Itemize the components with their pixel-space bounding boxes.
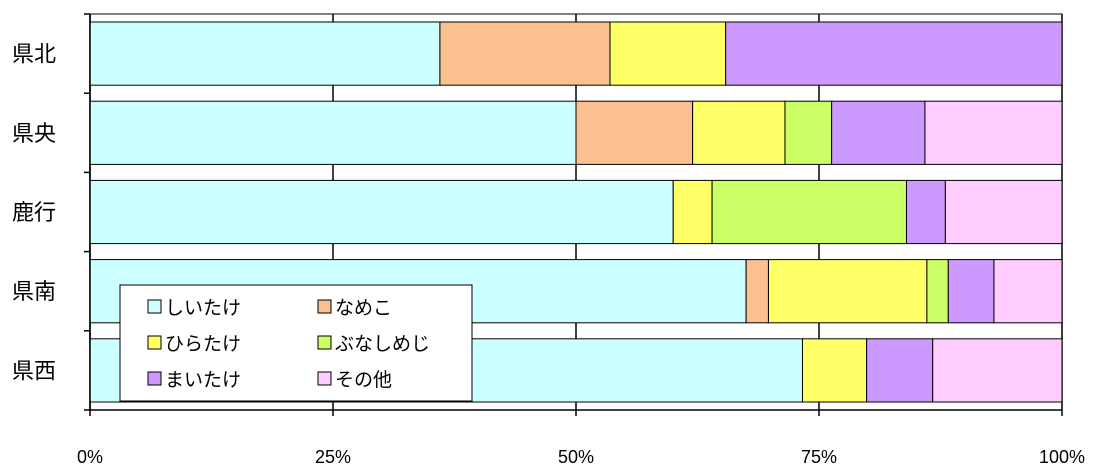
bar-segment	[692, 100, 786, 165]
legend-swatch	[147, 299, 162, 314]
bars-group	[89, 21, 1063, 403]
bar-segment	[767, 259, 928, 324]
bar-segment	[784, 100, 833, 165]
category-label: 鹿行	[12, 201, 56, 226]
legend-swatch	[147, 371, 162, 386]
bar-segment	[609, 21, 727, 86]
x-tick-labels: 0% 25% 50% 75% 100%	[77, 447, 1085, 464]
legend-swatch	[317, 335, 332, 350]
x-tick-label: 50%	[558, 447, 594, 464]
bar-segment	[831, 100, 926, 165]
bar-segment	[993, 259, 1063, 324]
bar-segment	[924, 100, 1063, 165]
bar-segment	[932, 338, 1063, 403]
bar-segment	[926, 259, 949, 324]
bar-segment	[89, 100, 577, 165]
x-tick-label: 0%	[77, 447, 103, 464]
bar-segment	[801, 338, 868, 403]
bar-segment	[944, 179, 1063, 245]
legend-label: なめこ	[335, 297, 392, 319]
x-tick-label: 100%	[1039, 447, 1085, 464]
legend-label: まいたけ	[165, 369, 241, 391]
axes-group	[84, 13, 1063, 416]
bar-segment	[905, 179, 946, 245]
category-label: 県南	[12, 280, 56, 305]
legend-swatch	[317, 299, 332, 314]
bar-segment	[947, 259, 995, 324]
category-label: 県北	[12, 43, 56, 68]
bar-segment	[866, 338, 934, 403]
x-tick-label: 25%	[315, 447, 351, 464]
category-label: 県西	[12, 359, 56, 384]
legend-swatch	[317, 371, 332, 386]
bar-segment	[711, 179, 907, 245]
x-tick-label: 75%	[801, 447, 837, 464]
bar-segment	[725, 21, 1063, 86]
bar-segment	[672, 179, 713, 245]
legend-box	[119, 284, 473, 402]
bar-segment	[89, 179, 674, 245]
legend-label: ひらたけ	[165, 333, 241, 355]
bar-segment	[745, 259, 769, 324]
legend-swatch	[147, 335, 162, 350]
bar-segment	[575, 100, 694, 165]
legend-label: ぶなしめじ	[335, 333, 430, 355]
bar-segment	[439, 21, 611, 86]
category-label: 県央	[12, 122, 56, 147]
legend-label: しいたけ	[165, 297, 241, 319]
bar-segment	[89, 21, 441, 86]
legend-label: その他	[335, 369, 392, 391]
